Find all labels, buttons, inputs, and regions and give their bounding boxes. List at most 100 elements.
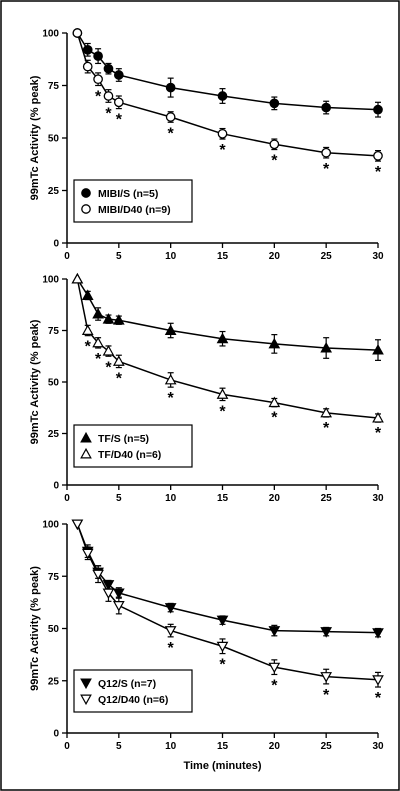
y-tick-label: 0: [53, 481, 59, 492]
x-tick-label: 30: [372, 251, 384, 262]
legend: MIBI/S (n=5) MIBI/D40 (n=9): [73, 179, 193, 223]
x-tick-label: 0: [64, 741, 70, 752]
data-point: [372, 344, 384, 355]
y-axis-title: 99mTc Activity (% peak): [29, 319, 41, 444]
legend-marker: [80, 431, 92, 443]
legend: Q12/S (n=7) Q12/D40 (n=6): [73, 669, 193, 713]
data-point: [72, 28, 83, 38]
x-tick-label: 25: [321, 741, 333, 752]
data-point: [269, 139, 280, 150]
data-point: [113, 70, 124, 80]
data-point: [112, 355, 125, 366]
significance-marker: *: [219, 404, 226, 421]
x-tick-label: 25: [321, 493, 333, 504]
series-control: [72, 28, 383, 118]
data-point: [113, 97, 124, 108]
significance-marker: *: [95, 89, 102, 106]
significance-marker: *: [323, 420, 330, 437]
significance-marker: *: [85, 339, 92, 356]
data-point: [93, 74, 103, 85]
data-point: [373, 151, 383, 161]
y-tick-label: 0: [53, 729, 59, 740]
legend-label: MIBI/D40 (n=9): [98, 204, 171, 216]
y-tick-label: 50: [48, 134, 60, 145]
data-point: [268, 626, 281, 637]
data-point: [92, 307, 104, 319]
x-axis-title: Time (minutes): [183, 760, 261, 772]
data-point: [102, 588, 115, 600]
y-tick-label: 25: [48, 429, 60, 440]
significance-marker: *: [168, 640, 175, 657]
x-tick-label: 30: [372, 741, 384, 752]
series-line: [76, 523, 379, 681]
x-tick-label: 10: [165, 493, 177, 504]
legend: TF/S (n=5) TF/D40 (n=6): [73, 424, 193, 468]
panel-tf: 0 25 50 75 100 0 5 10 15 20 25 30 99mTc Activity (% …: [29, 272, 384, 504]
series-treated: [71, 272, 384, 423]
x-tick-label: 20: [269, 251, 281, 262]
significance-marker: *: [219, 142, 226, 159]
legend-label: MIBI/S (n=5): [98, 188, 158, 200]
y-tick-label: 100: [42, 29, 59, 40]
data-point: [269, 98, 280, 109]
y-tick-label: 0: [53, 239, 59, 250]
legend-box: [73, 179, 193, 223]
data-point: [321, 102, 332, 113]
legend-marker: [80, 678, 92, 690]
significance-marker: *: [168, 390, 175, 407]
data-point: [81, 289, 94, 300]
data-point: [102, 345, 115, 356]
data-point: [71, 272, 84, 284]
data-point: [112, 314, 125, 325]
y-tick-label: 50: [48, 624, 60, 635]
x-tick-label: 15: [217, 251, 229, 262]
data-point: [92, 336, 104, 348]
panel-mibi: 0 25 50 75 100 0 5 10 15 20 25 30 99mTc Activity (% …: [29, 28, 384, 262]
x-tick-label: 0: [64, 251, 70, 262]
x-tick-label: 10: [165, 741, 177, 752]
legend-marker: [80, 447, 92, 459]
y-tick-label: 75: [48, 326, 60, 337]
series-line: [76, 278, 379, 419]
data-point: [165, 112, 176, 122]
data-point: [103, 91, 114, 101]
significance-marker: *: [105, 105, 112, 122]
data-point: [82, 61, 93, 72]
x-tick-label: 5: [116, 251, 122, 262]
data-point: [92, 569, 104, 581]
data-point: [93, 51, 103, 61]
significance-marker: *: [271, 677, 278, 694]
data-point: [268, 396, 281, 408]
y-tick-label: 50: [48, 378, 60, 389]
data-point: [217, 128, 228, 139]
x-tick-label: 5: [116, 493, 122, 504]
legend-marker: [80, 694, 92, 706]
series-line: [76, 523, 379, 634]
legend-label: TF/S (n=5): [98, 433, 149, 445]
series-treated: [71, 519, 384, 688]
legend-label: TF/D40 (n=6): [98, 449, 161, 461]
legend-marker: [81, 204, 91, 214]
data-point: [320, 672, 333, 683]
y-tick-label: 100: [42, 275, 59, 286]
significance-marker: *: [323, 687, 330, 704]
significance-marker: *: [95, 351, 102, 368]
data-point: [372, 675, 384, 686]
significance-marker: *: [323, 161, 330, 178]
data-point: [164, 626, 177, 637]
significance-marker: *: [271, 153, 278, 170]
x-tick-label: 5: [116, 741, 122, 752]
x-tick-label: 20: [269, 741, 281, 752]
data-point: [372, 628, 384, 639]
data-point: [216, 332, 229, 344]
x-tick-label: 15: [217, 493, 229, 504]
legend-label: Q12/S (n=7): [98, 678, 156, 690]
legend-marker: [81, 188, 91, 198]
data-point: [102, 313, 115, 324]
significance-marker: *: [105, 359, 112, 376]
x-tick-label: 30: [372, 493, 384, 504]
panel-q12: 0 25 50 75 100 0 5 10 15 20 25 30 99mTc Activity (% …: [29, 520, 384, 773]
data-point: [216, 615, 229, 627]
data-point: [216, 388, 229, 399]
